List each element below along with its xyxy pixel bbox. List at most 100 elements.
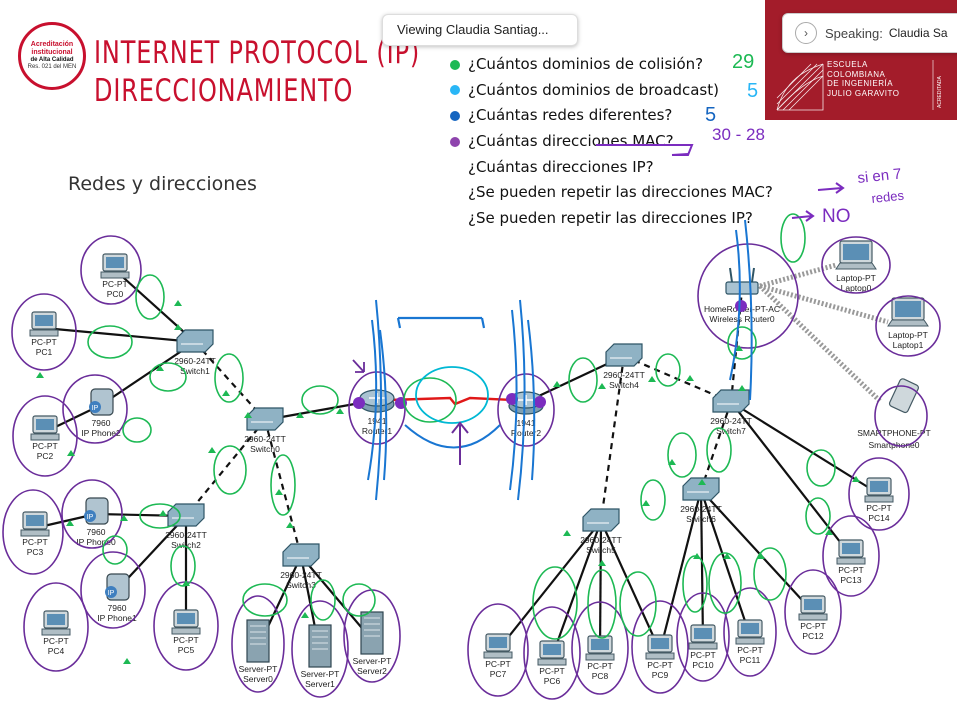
device-model-label: PC-PT: [43, 636, 69, 646]
ip-circle-icon: [84, 510, 96, 522]
base-icon: [171, 627, 201, 635]
antenna-icon: [751, 267, 755, 283]
link-dashed-line: [185, 419, 266, 517]
ink-green-arrow: [244, 412, 252, 418]
ink-green-arrow: [36, 372, 44, 378]
answer-collision-domains: 29: [732, 51, 754, 73]
ink-purple-circle: [571, 601, 629, 695]
question-text: ¿Cuántas redes diferentes?: [468, 106, 673, 125]
device-model-label: 2960-24TT: [174, 356, 216, 366]
ink-green-oval: [122, 417, 152, 443]
ink-green-arrow: [738, 385, 746, 391]
device-name-label: Switch4: [609, 380, 639, 390]
ink-green-arrow: [301, 612, 309, 618]
ink-purple-circle: [11, 293, 77, 371]
switch-icon: [246, 407, 284, 431]
ink-purple-dot: [506, 393, 518, 405]
answer-repeat-mac-1: si en 7: [857, 165, 903, 187]
device-model-label: PC-PT: [838, 565, 864, 575]
device-name-label: PC10: [692, 660, 714, 670]
link-dashed-line: [599, 355, 626, 522]
device-model-label: PC-PT: [173, 635, 199, 645]
ink-purple-circle: [497, 373, 555, 447]
switch-icon: [605, 343, 643, 367]
device-model-label: PC-PT: [800, 621, 826, 631]
link-line: [300, 555, 373, 641]
link-dashed-line: [263, 419, 303, 557]
badge-line3: de Alta Calidad: [30, 57, 74, 63]
blue-bullet-icon: [450, 85, 460, 96]
switch-icon: [682, 477, 720, 501]
device-model-label: Server-PT: [239, 664, 278, 674]
ink-green-oval: [727, 326, 757, 360]
device-name-label: PC13: [840, 575, 862, 585]
base-icon: [537, 658, 567, 666]
ink-purple-circle: [874, 385, 928, 447]
ink-purple-circle: [723, 587, 777, 677]
ink-green-arrow: [208, 447, 216, 453]
speaking-label: Speaking:: [825, 25, 883, 41]
ink-green-arrow: [120, 515, 128, 521]
ink-green-arrow: [825, 529, 833, 535]
chevron-right-icon[interactable]: ›: [795, 22, 817, 44]
device-name-label: Switch5: [586, 545, 616, 555]
device-model-label: 2960-24TT: [244, 434, 286, 444]
device-name-label: Server1: [305, 679, 335, 689]
link-line: [699, 489, 705, 642]
logo-line: DE INGENIERÍA: [827, 79, 894, 88]
ink-purple-dot: [735, 300, 747, 312]
ink-green-arrow: [598, 383, 606, 389]
device-model-label: 2960-24TT: [603, 370, 645, 380]
ink-green-arrow: [563, 530, 571, 536]
link-line: [598, 520, 603, 653]
speaker-indicator[interactable]: › Speaking: Claudia Sa: [782, 13, 957, 53]
ink-green-oval: [682, 555, 708, 613]
ink-green-oval: [619, 571, 657, 637]
ink-green-arrow: [336, 408, 344, 414]
screen-icon: [177, 613, 195, 624]
viewing-indicator[interactable]: Viewing Claudia Santiag...: [382, 14, 578, 46]
ink-green-arrow: [159, 510, 167, 516]
ink-green-arrow: [156, 365, 164, 371]
screen-icon: [804, 599, 822, 610]
ink-blue-stroke: [527, 319, 536, 481]
answer-networks: 5: [705, 104, 716, 126]
screen-icon: [591, 639, 609, 650]
logo-line: ESCUELA: [827, 60, 868, 69]
device-name-label: Switch2: [171, 540, 201, 550]
ink-purple-circle: [2, 489, 64, 575]
base-icon: [41, 628, 71, 636]
server-icon: [360, 611, 384, 655]
question-text: ¿Cuántos dominios de colisión?: [468, 55, 704, 74]
